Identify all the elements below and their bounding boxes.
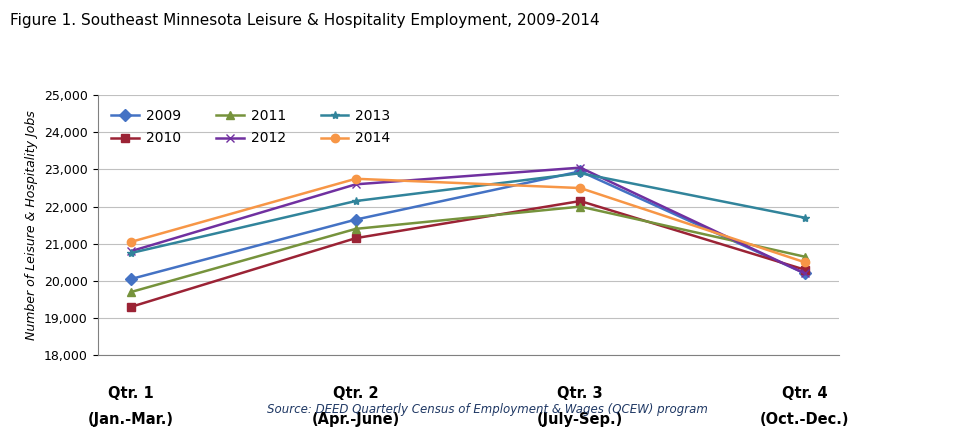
2009	[126, 276, 137, 281]
2012	[799, 271, 810, 276]
2014	[126, 239, 137, 245]
2012	[350, 182, 362, 187]
Text: (Jan.-Mar.): (Jan.-Mar.)	[88, 412, 175, 427]
Line: 2011: 2011	[127, 203, 809, 296]
Line: 2012: 2012	[127, 164, 809, 278]
Line: 2013: 2013	[127, 169, 809, 257]
2009	[350, 217, 362, 222]
2010	[126, 304, 137, 310]
2009	[574, 169, 586, 174]
2009	[799, 271, 810, 276]
2014	[350, 176, 362, 181]
2010	[574, 198, 586, 204]
2013	[574, 171, 586, 176]
2014	[799, 260, 810, 265]
2011	[126, 289, 137, 294]
2013	[350, 198, 362, 204]
Legend: 2009, 2010, 2011, 2012, 2013, 2014: 2009, 2010, 2011, 2012, 2013, 2014	[104, 102, 398, 152]
Text: Qtr. 4: Qtr. 4	[782, 386, 828, 401]
Text: (Apr.-June): (Apr.-June)	[312, 412, 400, 427]
2011	[574, 204, 586, 209]
2010	[350, 236, 362, 241]
2013	[126, 250, 137, 255]
Y-axis label: Number of Leisure & Hospitality Jobs: Number of Leisure & Hospitality Jobs	[25, 110, 38, 340]
Text: Source: DEED Quarterly Census of Employment & Wages (QCEW) program: Source: DEED Quarterly Census of Employm…	[267, 403, 708, 416]
Text: Figure 1. Southeast Minnesota Leisure & Hospitality Employment, 2009-2014: Figure 1. Southeast Minnesota Leisure & …	[10, 13, 600, 28]
2011	[350, 226, 362, 232]
Line: 2014: 2014	[127, 174, 809, 266]
2010	[799, 267, 810, 272]
2011	[799, 254, 810, 259]
Text: Qtr. 3: Qtr. 3	[558, 386, 604, 401]
2014	[574, 185, 586, 191]
2013	[799, 215, 810, 220]
2012	[574, 165, 586, 170]
Line: 2009: 2009	[127, 167, 809, 283]
Text: Qtr. 2: Qtr. 2	[332, 386, 378, 401]
Line: 2010: 2010	[127, 197, 809, 311]
2012	[126, 249, 137, 254]
Text: (Oct.-Dec.): (Oct.-Dec.)	[760, 412, 849, 427]
Text: Qtr. 1: Qtr. 1	[108, 386, 154, 401]
Text: (July-Sep.): (July-Sep.)	[537, 412, 623, 427]
